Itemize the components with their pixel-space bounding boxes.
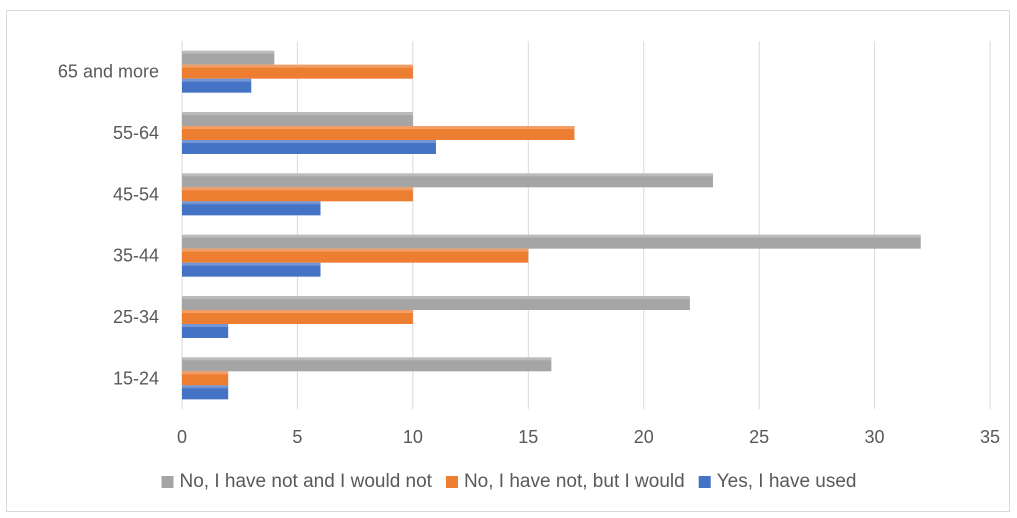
bar-highlight-45-54-yes-i-have-used — [182, 201, 321, 205]
category-labels: 15-24 25-34 35-44 45-54 55-64 65 and more — [58, 62, 159, 389]
category-label-35-44: 35-44 — [113, 246, 159, 266]
category-label-55-64: 55-64 — [113, 123, 159, 143]
x-axis-tick-labels: 0 5 10 15 20 25 30 35 — [177, 427, 1000, 447]
x-tick-label-30: 30 — [865, 427, 885, 447]
bar-35-44-no-i-have-not-and-i-would-not — [182, 234, 921, 249]
bar-55-64-no-i-have-not-but-i-would — [182, 126, 575, 140]
bar-25-34-yes-i-have-used — [182, 324, 229, 338]
legend-swatch-yes-i-have-used — [698, 476, 711, 488]
bar-highlight-35-44-no-i-have-not-and-i-would-not — [182, 234, 921, 238]
x-tick-label-15: 15 — [518, 427, 538, 447]
bar-highlight-45-54-no-i-have-not-but-i-would — [182, 187, 413, 191]
bar-chart: 15-24 25-34 35-44 45-54 55-64 65 and more 0 5 1… — [58, 41, 1000, 492]
bar-highlight-25-34-no-i-have-not-and-i-would-not — [182, 296, 690, 299]
bar-highlight-55-64-yes-i-have-used — [182, 140, 436, 143]
bar-25-34-no-i-have-not-but-i-would — [182, 310, 413, 324]
bar-highlight-35-44-no-i-have-not-but-i-would — [182, 248, 529, 252]
x-tick-label-25: 25 — [749, 427, 769, 447]
bar-highlight-45-54-no-i-have-not-and-i-would-not — [182, 173, 713, 177]
bar-15-24-no-i-have-not-but-i-would — [182, 371, 229, 386]
bar-65-and-more-no-i-have-not-but-i-would — [182, 64, 413, 79]
x-tick-label-5: 5 — [292, 427, 302, 447]
bar-highlight-15-24-no-i-have-not-but-i-would — [182, 371, 229, 375]
bar-45-54-no-i-have-not-but-i-would — [182, 187, 413, 202]
legend: No, I have not and I would not No, I have… — [161, 471, 857, 492]
bar-highlight-55-64-no-i-have-not-but-i-would — [182, 126, 575, 129]
bar-highlight-65-and-more-no-i-have-not-but-i-would — [182, 64, 413, 68]
bar-highlight-25-34-yes-i-have-used — [182, 324, 229, 327]
gridlines — [181, 41, 991, 409]
bar-highlight-65-and-more-no-i-have-not-and-i-would-not — [182, 50, 275, 54]
bar-highlight-65-and-more-yes-i-have-used — [182, 78, 252, 82]
legend-label-yes-i-have-used: Yes, I have used — [717, 471, 857, 492]
bar-15-24-yes-i-have-used — [182, 385, 229, 400]
bar-55-64-no-i-have-not-and-i-would-not — [182, 112, 413, 126]
chart-frame: 15-24 25-34 35-44 45-54 55-64 65 and more 0 5 1… — [6, 10, 1010, 512]
bar-65-and-more-no-i-have-not-and-i-would-not — [182, 50, 275, 65]
bar-15-24-no-i-have-not-and-i-would-not — [182, 357, 552, 372]
category-label-65-and-more: 65 and more — [58, 62, 159, 82]
legend-swatch-no-i-have-not-and-i-would-not — [161, 476, 174, 488]
x-tick-label-20: 20 — [634, 427, 654, 447]
bar-highlight-55-64-no-i-have-not-and-i-would-not — [182, 112, 413, 115]
category-label-25-34: 25-34 — [113, 307, 159, 327]
bars — [182, 50, 921, 400]
bar-highlight-15-24-no-i-have-not-and-i-would-not — [182, 357, 552, 361]
bar-65-and-more-yes-i-have-used — [182, 78, 252, 93]
bar-highlight-15-24-yes-i-have-used — [182, 385, 229, 389]
legend-label-no-i-have-not-but-i-would: No, I have not, but I would — [464, 471, 685, 492]
bar-25-34-no-i-have-not-and-i-would-not — [182, 296, 690, 310]
x-tick-label-0: 0 — [177, 427, 187, 447]
bar-35-44-no-i-have-not-but-i-would — [182, 248, 529, 263]
bar-highlight-35-44-yes-i-have-used — [182, 262, 321, 266]
bar-35-44-yes-i-have-used — [182, 262, 321, 277]
bar-highlight-25-34-no-i-have-not-but-i-would — [182, 310, 413, 313]
category-label-15-24: 15-24 — [113, 368, 159, 388]
category-label-45-54: 45-54 — [113, 184, 159, 204]
bar-55-64-yes-i-have-used — [182, 140, 436, 154]
legend-label-no-i-have-not-and-i-would-not: No, I have not and I would not — [180, 471, 433, 492]
x-tick-label-10: 10 — [403, 427, 423, 447]
legend-swatch-no-i-have-not-but-i-would — [445, 476, 458, 488]
bar-45-54-no-i-have-not-and-i-would-not — [182, 173, 713, 188]
x-tick-label-35: 35 — [980, 427, 1000, 447]
bar-45-54-yes-i-have-used — [182, 201, 321, 216]
